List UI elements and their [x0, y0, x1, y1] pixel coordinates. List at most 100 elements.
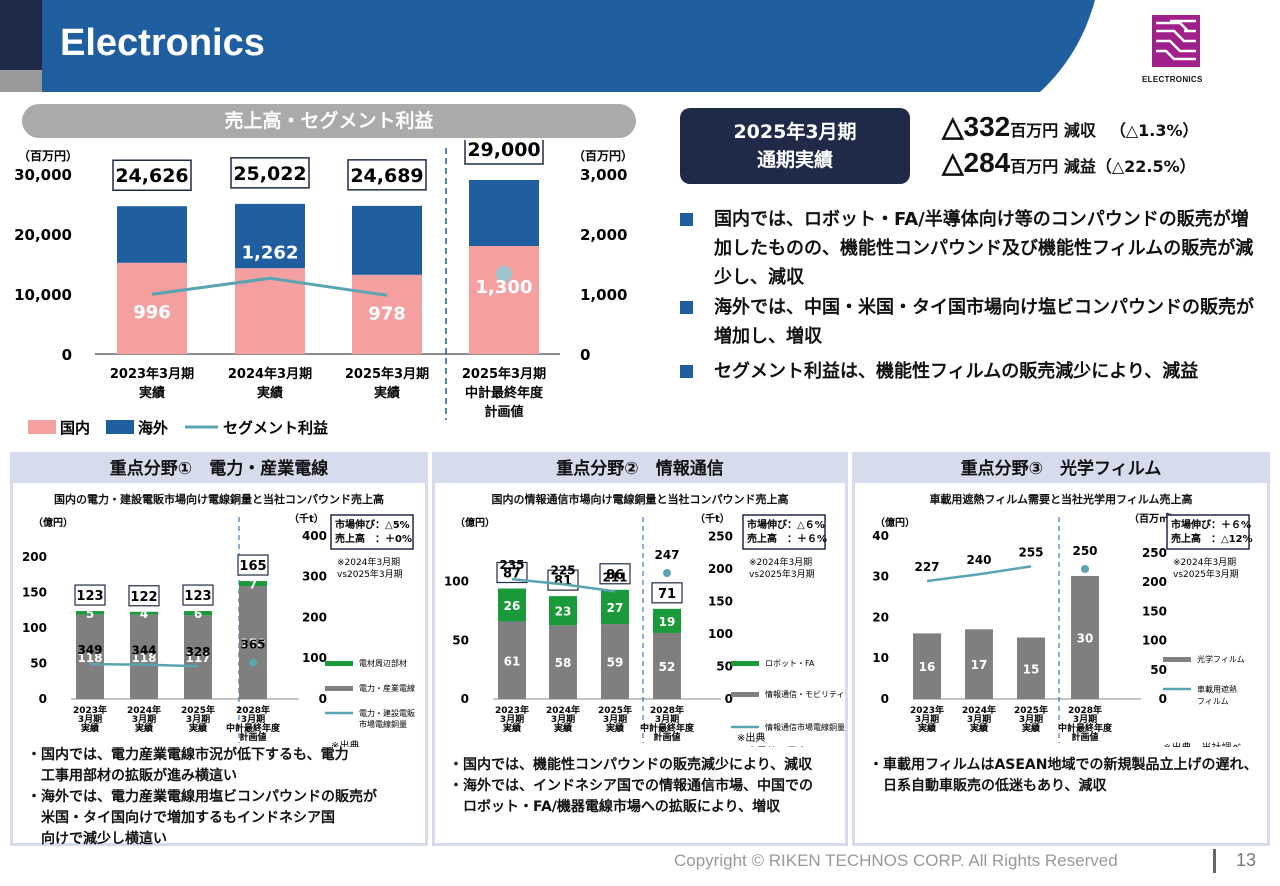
market-label: 235: [499, 558, 524, 572]
company-logo: [1152, 15, 1200, 67]
y2-tick-label: 100: [302, 651, 327, 665]
x-tick-label: 2028年: [1068, 704, 1102, 716]
y-tick-label: 150: [22, 586, 47, 600]
bar-bottom-label: 118: [131, 651, 156, 665]
market-label: 349: [77, 643, 102, 657]
panel-power-cable: 重点分野① 電力・産業電線 国内の電力・建設電販市場向け電線銅量と当社コンパウンド…: [10, 452, 428, 847]
x-tick-label: 計画値: [484, 404, 523, 420]
x-tick-label: 2025年3月期: [462, 366, 546, 382]
y2-tick-label: 150: [1142, 604, 1167, 618]
results-label-line: 2025年3月期: [733, 121, 857, 143]
y-tick-label: 10: [872, 651, 889, 665]
y-tick-label: 100: [22, 621, 47, 635]
market-label: 211: [602, 570, 627, 584]
panel-title: 重点分野① 電力・産業電線: [13, 455, 425, 483]
panel-chart: （億円） （千t） 100 50 0 250 200 150 100 50 0 61 26 87 2023年…: [444, 512, 845, 747]
x-tick-label: 2024年: [127, 704, 161, 716]
comparison-note: vs2025年3月期: [337, 568, 403, 580]
y2-tick-label: 200: [708, 562, 733, 576]
bar-domestic: [469, 246, 539, 354]
bar-bottom-label: 117: [185, 651, 210, 665]
x-tick-label: 実績: [503, 722, 521, 734]
x-tick-label: 実績: [374, 385, 400, 401]
total-box: [237, 554, 269, 576]
y-tick-label: 30,000: [14, 166, 72, 184]
bar-top: [549, 596, 577, 626]
panel-note-line: 日系自動車販売の低迷もあり、減収: [869, 778, 1107, 794]
total-label: 86: [606, 568, 624, 583]
y-tick-label: 50: [30, 657, 47, 671]
y-tick-label: 0: [461, 692, 469, 706]
panel-note-line: ・海外では、インドネシア国での情報通信市場、中国での: [449, 778, 813, 794]
x-tick-label: 中計最終年度: [465, 385, 544, 401]
x-tick-label: 2023年: [73, 704, 107, 716]
y-tick-label: 20: [872, 610, 889, 624]
panel-chart: （億円） （千t）20015010050040030020010001185123…: [22, 512, 415, 747]
y-tick-label: 100: [444, 575, 469, 589]
bar-top: [239, 581, 267, 587]
bar-bottom-label: 52: [659, 660, 676, 674]
bar-bottom: [653, 632, 681, 699]
legend-label: 電力・産業電線: [359, 683, 415, 693]
y-tick-label: 30: [872, 570, 889, 584]
header-banner: Electronics: [0, 0, 1280, 92]
x-tick-label: 中計最終年度: [226, 722, 281, 734]
result-bullet: 国内では、ロボット・FA/半導体向け等のコンパウンドの販売が増加したものの、機能…: [680, 205, 1260, 292]
total-box: [182, 584, 214, 606]
x-tick-label: 2023年: [495, 704, 529, 716]
x-tick-label: 2023年: [910, 704, 944, 716]
panel-note: ・国内では、電力産業電線市況が低下するも、電力 工事用部材の拡販が進み横這い: [27, 745, 349, 787]
y2-tick-label: 200: [302, 610, 327, 624]
y-axis-unit: （億円）: [33, 516, 73, 529]
y2-tick-label: 50: [716, 660, 733, 674]
market-growth-box: [330, 514, 414, 550]
y2-tick-label: 50: [1150, 663, 1167, 677]
x-tick-label: 3月期: [500, 713, 524, 725]
legend-label: 電力・建設電販: [359, 708, 415, 718]
legend-label: 情報通信・モビリティ: [765, 689, 845, 699]
bar-top: [130, 611, 158, 615]
y2-axis-unit: （千t）: [695, 512, 730, 525]
bar-bottom-label: 61: [504, 654, 521, 668]
bar-bottom: [1071, 576, 1099, 699]
y-tick-label: 0: [39, 692, 47, 706]
market-label: 250: [1072, 544, 1097, 558]
y2-tick-label: 250: [708, 530, 733, 544]
market-label: 240: [966, 553, 991, 567]
y2-tick-label: 400: [302, 529, 327, 543]
panel-subtitle: 車載用遮熱フィルム需要と当社光学用フィルム売上高: [929, 493, 1193, 506]
y-tick-label: 0: [62, 346, 72, 364]
bar-top-label: 5: [86, 607, 94, 621]
legend-swatch-overseas: [106, 420, 134, 434]
x-tick-label: 3月期: [915, 713, 939, 725]
x-tick-label: 実績: [554, 722, 572, 734]
legend-label: セグメント利益: [223, 419, 328, 437]
bar-overseas: [352, 205, 422, 275]
bar-bottom-label: 59: [607, 656, 624, 670]
y-tick-label: 50: [452, 633, 469, 647]
bar-top: [184, 611, 212, 616]
legend-label: 市場電線銅量: [359, 719, 407, 729]
bar-top: [653, 608, 681, 633]
legend-label: 光学フィルム: [1197, 654, 1245, 664]
x-tick-label: 計画値: [653, 731, 680, 743]
legend-swatch-domestic: [28, 420, 56, 434]
x-tick-label: 2024年3月期: [228, 366, 312, 382]
x-tick-label: 3月期: [186, 713, 210, 725]
total-label: 24,689: [350, 165, 423, 187]
y-axis-unit: （百万円）: [18, 148, 78, 163]
market-label: 255: [1018, 545, 1043, 559]
x-tick-label: 2028年: [650, 704, 684, 716]
bar-overseas: [235, 203, 305, 269]
market-label: 227: [914, 560, 939, 574]
total-label: 87: [503, 567, 521, 582]
panel-note-line: ロボット・FA/機器電線市場への拡販により、増収: [449, 799, 781, 815]
x-tick-label: 実績: [81, 722, 99, 734]
bar-top: [76, 611, 104, 615]
legend-label: フィルム: [1197, 697, 1229, 706]
y2-tick-label: 250: [1142, 546, 1167, 560]
y-tick-label: 40: [872, 529, 889, 543]
y-axis-unit: （億円）: [875, 516, 915, 529]
x-tick-label: 実績: [135, 722, 153, 734]
x-tick-label: 実績: [606, 722, 624, 734]
